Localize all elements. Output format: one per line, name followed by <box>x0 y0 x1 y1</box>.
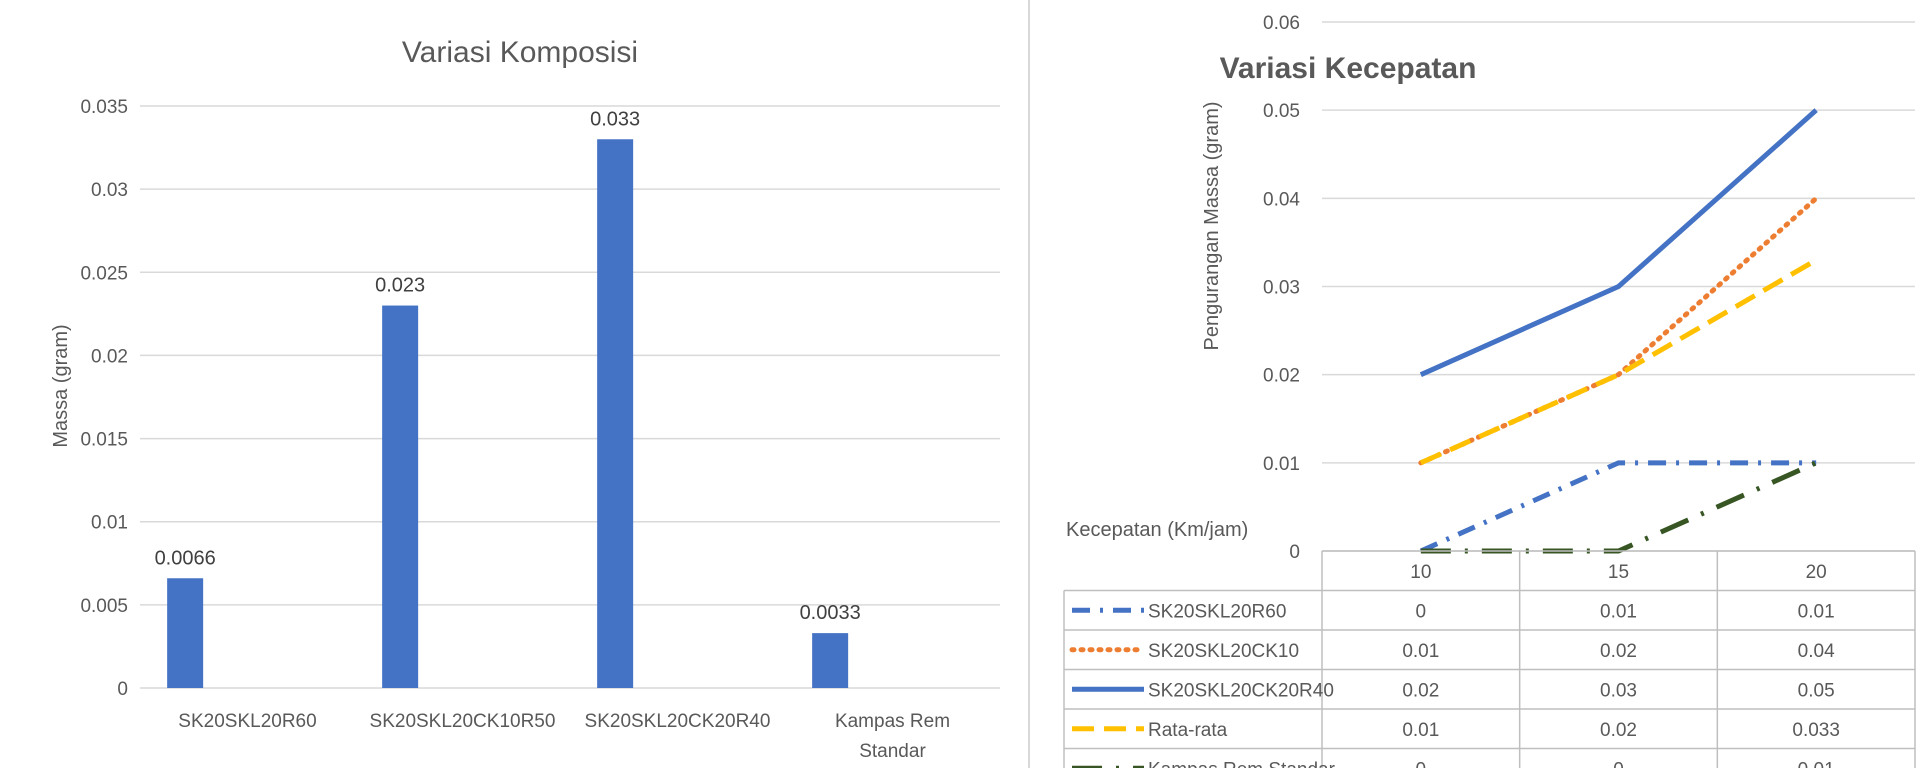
table-cell-value: 0.01 <box>1798 759 1835 768</box>
bar-ytick-label: 0.035 <box>80 97 128 118</box>
line-chart-title: Variasi Kecepatan <box>1220 52 1477 85</box>
legend-series-name: Rata-rata <box>1148 720 1228 741</box>
series-line <box>1419 460 1817 554</box>
bar <box>382 305 419 688</box>
line-ytick-label: 0 <box>1289 542 1300 563</box>
table-cell-value: 0 <box>1613 759 1624 768</box>
bar <box>597 139 634 688</box>
line-xtick-label: 20 <box>1806 562 1827 583</box>
series-line <box>1418 195 1819 466</box>
bar-data-label: 0.033 <box>590 108 640 130</box>
table-cell-value: 0.01 <box>1600 601 1637 622</box>
bar <box>167 578 204 688</box>
composition-bar-chart: Variasi Komposisi Massa (gram) 0 0.005 0.0… <box>50 36 1000 762</box>
legend-series-name: SK20SKL20CK10 <box>1148 641 1299 662</box>
table-cell-value: 0.02 <box>1600 720 1637 741</box>
table-cell-value: 0.01 <box>1402 720 1439 741</box>
line-chart-ylabel: Pengurangan Massa (gram) <box>1201 101 1223 350</box>
speed-chart-panel: Variasi Kecepatan Pengurangan Massa (gra… <box>1040 0 1918 773</box>
composition-chart-panel: Variasi Komposisi Massa (gram) 0 0.005 0.0… <box>50 0 1030 768</box>
bar-data-label: 0.023 <box>375 275 425 297</box>
bar-ytick-label: 0.015 <box>80 430 128 451</box>
series-line <box>1420 460 1818 554</box>
bar-ytick-label: 0.03 <box>91 180 128 201</box>
line-ytick-label: 0.03 <box>1263 278 1300 299</box>
table-cell-value: 0.01 <box>1402 641 1439 662</box>
line-chart-xlabel: Kecepatan (Km/jam) <box>1066 519 1248 541</box>
bar <box>812 633 849 688</box>
table-cell-value: 0 <box>1416 601 1427 622</box>
table-cell-value: 0.02 <box>1402 680 1439 701</box>
bar-chart-ylabel: Massa (gram) <box>50 324 72 447</box>
line-ytick-label: 0.06 <box>1263 13 1300 34</box>
line-ytick-label: 0.04 <box>1263 189 1300 210</box>
bar-data-label: 0.0033 <box>800 602 861 624</box>
table-cell-value: 0.02 <box>1600 641 1637 662</box>
bar-xtick-label: SK20SKL20CK10R50 <box>370 711 556 732</box>
table-cell-value: 0 <box>1416 759 1427 768</box>
bar-chart-title: Variasi Komposisi <box>402 36 638 69</box>
line-ytick-label: 0.01 <box>1263 454 1300 475</box>
table-cell-value: 0.033 <box>1792 720 1840 741</box>
speed-line-chart: Variasi Kecepatan Pengurangan Massa (gra… <box>1063 13 1916 773</box>
legend-series-name: SK20SKL20R60 <box>1148 601 1286 622</box>
line-xtick-label: 15 <box>1608 562 1629 583</box>
bar-ytick-label: 0.025 <box>80 263 128 284</box>
bar-xtick-label: Kampas Rem Standar <box>835 711 950 762</box>
line-xtick-label: 10 <box>1410 562 1431 583</box>
table-cell-value: 0.01 <box>1798 601 1835 622</box>
bar-ytick-label: 0.02 <box>91 346 128 367</box>
bar-ytick-label: 0 <box>117 679 128 700</box>
line-ytick-label: 0.02 <box>1263 366 1300 387</box>
legend-series-name: Kampas Rem Standar <box>1148 759 1336 768</box>
legend-series-name: SK20SKL20CK20R40 <box>1148 680 1334 701</box>
table-cell-value: 0.04 <box>1798 641 1835 662</box>
table-cell-value: 0.03 <box>1600 680 1637 701</box>
line-ytick-label: 0.05 <box>1263 101 1300 122</box>
bar-xtick-label: SK20SKL20CK20R40 <box>585 711 771 732</box>
bar-xtick-label: SK20SKL20R60 <box>178 711 316 732</box>
bar-ytick-label: 0.005 <box>80 596 128 617</box>
bar-ytick-label: 0.01 <box>91 513 128 534</box>
series-line <box>1419 257 1818 466</box>
series-line <box>1419 108 1818 377</box>
bar-data-label: 0.0066 <box>155 547 216 569</box>
table-cell-value: 0.05 <box>1798 680 1835 701</box>
